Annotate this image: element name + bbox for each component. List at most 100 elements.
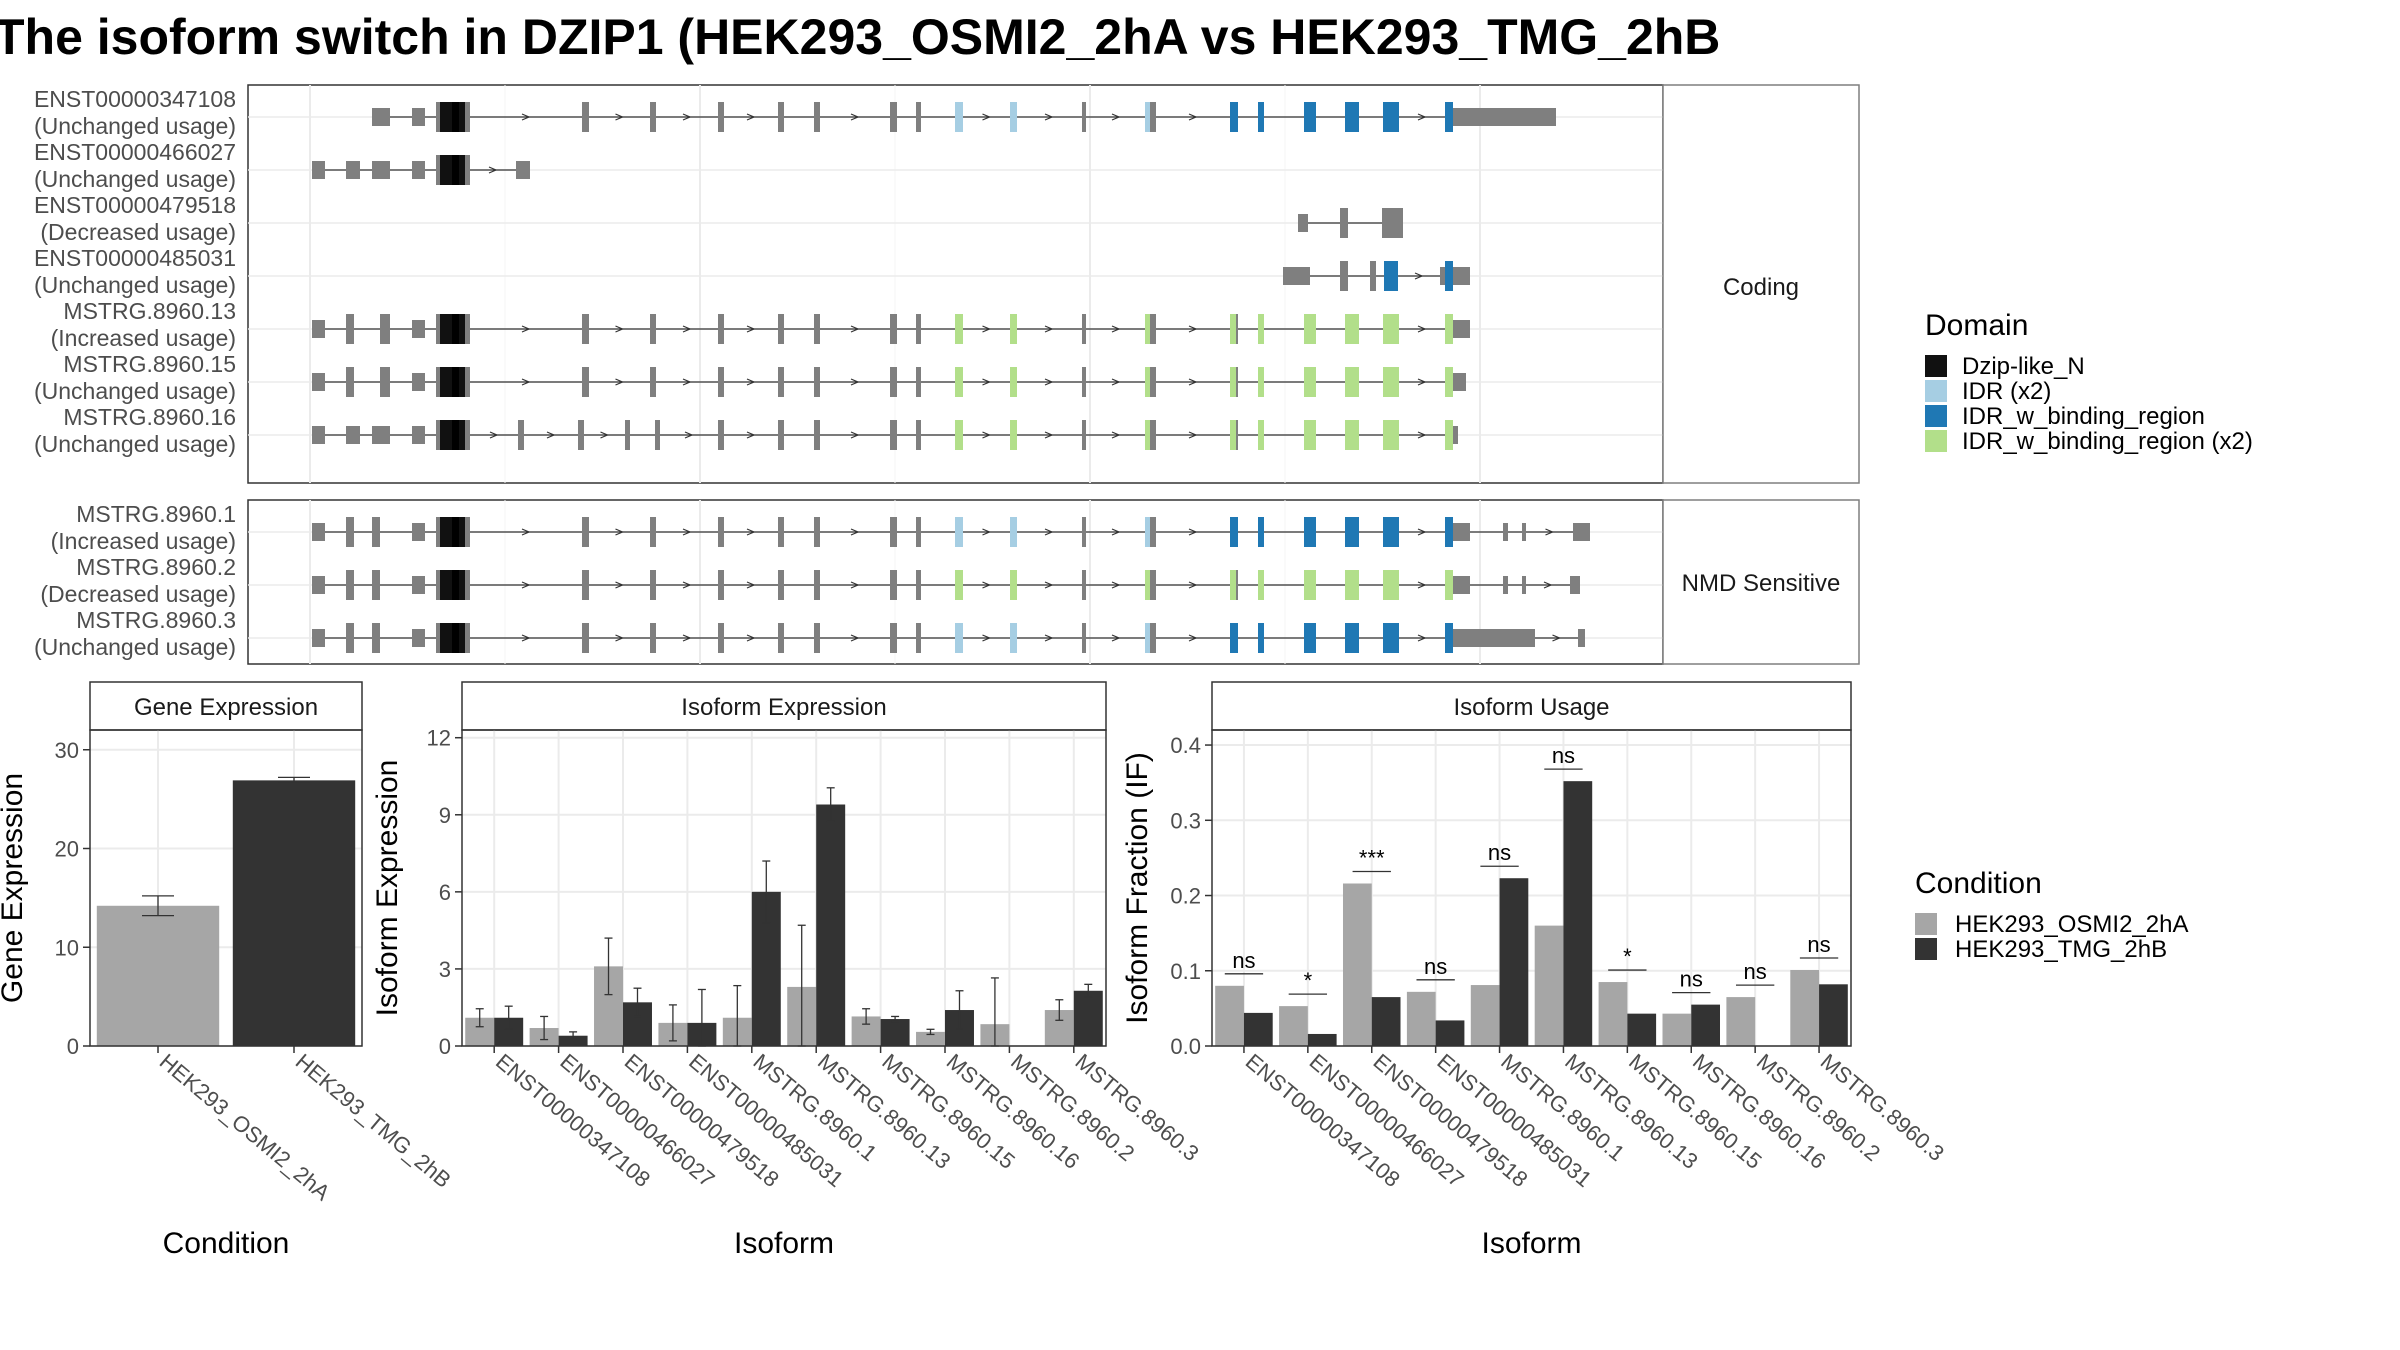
strand-arrow <box>489 431 499 439</box>
exon-block <box>578 420 584 450</box>
exon-block <box>650 314 656 344</box>
exon-block <box>625 420 630 450</box>
significance-label: ns <box>1232 948 1255 973</box>
exon-block <box>312 161 325 179</box>
exon-block <box>814 314 820 344</box>
exon-block <box>916 623 921 653</box>
transcript-usage-label: (Decreased usage) <box>40 581 236 607</box>
exon-block <box>1082 420 1086 450</box>
exon-block <box>1440 267 1470 285</box>
exon-block <box>655 420 660 450</box>
strand-arrow <box>615 325 625 333</box>
coding-strip-label: Coding <box>1723 274 1799 301</box>
domain-block <box>1258 623 1264 653</box>
exon-block <box>346 623 354 653</box>
bar <box>232 780 356 1046</box>
exon-block <box>312 373 325 391</box>
strand-arrow <box>1111 378 1121 386</box>
domain-block <box>1145 102 1150 132</box>
strand-arrow <box>1414 272 1424 280</box>
significance-label: * <box>1304 968 1313 993</box>
domain-block <box>1383 517 1399 547</box>
exon-block <box>1522 523 1526 541</box>
exon-block <box>916 570 921 600</box>
panel-title: Gene Expression <box>134 694 318 721</box>
panel-strip <box>89 681 363 731</box>
bar <box>1563 781 1593 1046</box>
exon-block <box>814 102 820 132</box>
legend-title: Condition <box>1915 867 2042 900</box>
exon-block <box>1578 629 1585 647</box>
transcript-usage-label: (Unchanged usage) <box>34 272 236 298</box>
strand-arrow <box>682 581 692 589</box>
y-tick-label: 0.0 <box>1170 1034 1201 1059</box>
plot-frame <box>1211 729 1852 1047</box>
strand-arrow <box>746 634 756 642</box>
domain-block <box>452 155 459 185</box>
significance-label: ns <box>1744 959 1767 984</box>
strand-arrow <box>1417 581 1427 589</box>
legend-swatch <box>1915 913 1937 935</box>
exon-block <box>1573 523 1590 541</box>
exon-block <box>1522 576 1526 594</box>
y-tick-label: 10 <box>55 935 79 960</box>
strand-arrow <box>1188 113 1198 121</box>
exon-block <box>380 314 390 344</box>
y-tick-label: 0 <box>67 1034 79 1059</box>
bar <box>1307 1033 1337 1046</box>
exon-block <box>346 426 360 444</box>
transcript-id-label: ENST00000485031 <box>34 245 236 271</box>
domain-block <box>1383 570 1399 600</box>
domain-block <box>1304 420 1316 450</box>
strand-arrow <box>1111 325 1121 333</box>
exon-block <box>778 570 784 600</box>
exon-block <box>412 426 425 444</box>
domain-block <box>1145 367 1150 397</box>
strand-arrow <box>1111 528 1121 536</box>
strand-arrow <box>850 431 860 439</box>
exon-block <box>1382 208 1403 238</box>
strand-arrow <box>521 378 531 386</box>
exon-block <box>1340 261 1348 291</box>
exon-block <box>1082 517 1086 547</box>
domain-block <box>1145 314 1150 344</box>
domain-block <box>1383 623 1399 653</box>
strand-arrow <box>746 431 756 439</box>
exon-block <box>346 314 354 344</box>
strand-arrow <box>1417 325 1427 333</box>
x-axis-title: Condition <box>163 1227 290 1260</box>
strand-arrow <box>615 634 625 642</box>
strand-arrow <box>1417 528 1427 536</box>
bar <box>1371 997 1401 1046</box>
strand-arrow <box>850 528 860 536</box>
strand-arrow <box>1044 431 1054 439</box>
y-axis-title: Gene Expression <box>0 773 29 1003</box>
domain-block <box>1445 623 1453 653</box>
exon-block <box>814 570 820 600</box>
domain-block <box>1445 102 1453 132</box>
legend-swatch <box>1925 380 1947 402</box>
exon-block <box>650 367 656 397</box>
bar <box>1243 1012 1273 1046</box>
domain-block <box>1383 314 1399 344</box>
y-tick-label: 12 <box>427 726 451 751</box>
strand-arrow <box>1111 581 1121 589</box>
transcript-id-label: MSTRG.8960.3 <box>76 607 236 633</box>
exon-block <box>412 629 425 647</box>
exon-block <box>582 314 589 344</box>
strand-arrow <box>1417 378 1427 386</box>
transcript-id-label: MSTRG.8960.1 <box>76 501 236 527</box>
transcript-id-label: MSTRG.8960.15 <box>63 351 236 377</box>
strand-arrow <box>1111 113 1121 121</box>
strand-arrow <box>1044 528 1054 536</box>
domain-block <box>452 367 459 397</box>
strand-arrow <box>850 113 860 121</box>
strand-arrow <box>1188 634 1198 642</box>
bar <box>1691 1004 1721 1046</box>
domain-block <box>955 570 963 600</box>
strand-arrow <box>682 528 692 536</box>
exon-block <box>1340 208 1348 238</box>
domain-block <box>1258 102 1264 132</box>
domain-block <box>1345 102 1359 132</box>
